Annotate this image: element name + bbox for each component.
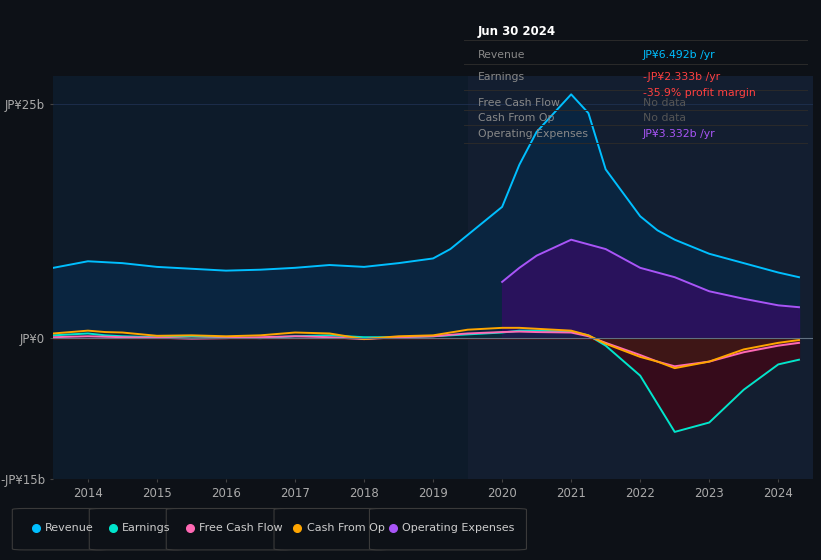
FancyBboxPatch shape <box>274 508 388 550</box>
Text: JP¥3.332b /yr: JP¥3.332b /yr <box>643 129 716 139</box>
FancyBboxPatch shape <box>369 508 526 550</box>
Text: -35.9% profit margin: -35.9% profit margin <box>643 88 755 98</box>
FancyBboxPatch shape <box>89 508 185 550</box>
FancyBboxPatch shape <box>166 508 292 550</box>
Bar <box>468 76 821 479</box>
Text: Revenue: Revenue <box>45 523 94 533</box>
Text: Cash From Op: Cash From Op <box>478 113 554 123</box>
Text: Cash From Op: Cash From Op <box>307 523 384 533</box>
Text: Operating Expenses: Operating Expenses <box>402 523 515 533</box>
Text: No data: No data <box>643 97 686 108</box>
Text: Free Cash Flow: Free Cash Flow <box>199 523 282 533</box>
Text: JP¥6.492b /yr: JP¥6.492b /yr <box>643 50 716 60</box>
Text: Free Cash Flow: Free Cash Flow <box>478 97 560 108</box>
Text: -JP¥2.333b /yr: -JP¥2.333b /yr <box>643 72 720 82</box>
Text: Jun 30 2024: Jun 30 2024 <box>478 25 556 38</box>
Text: Operating Expenses: Operating Expenses <box>478 129 588 139</box>
Text: Earnings: Earnings <box>478 72 525 82</box>
Text: No data: No data <box>643 113 686 123</box>
Text: Revenue: Revenue <box>478 50 525 60</box>
FancyBboxPatch shape <box>12 508 108 550</box>
Text: Earnings: Earnings <box>122 523 171 533</box>
